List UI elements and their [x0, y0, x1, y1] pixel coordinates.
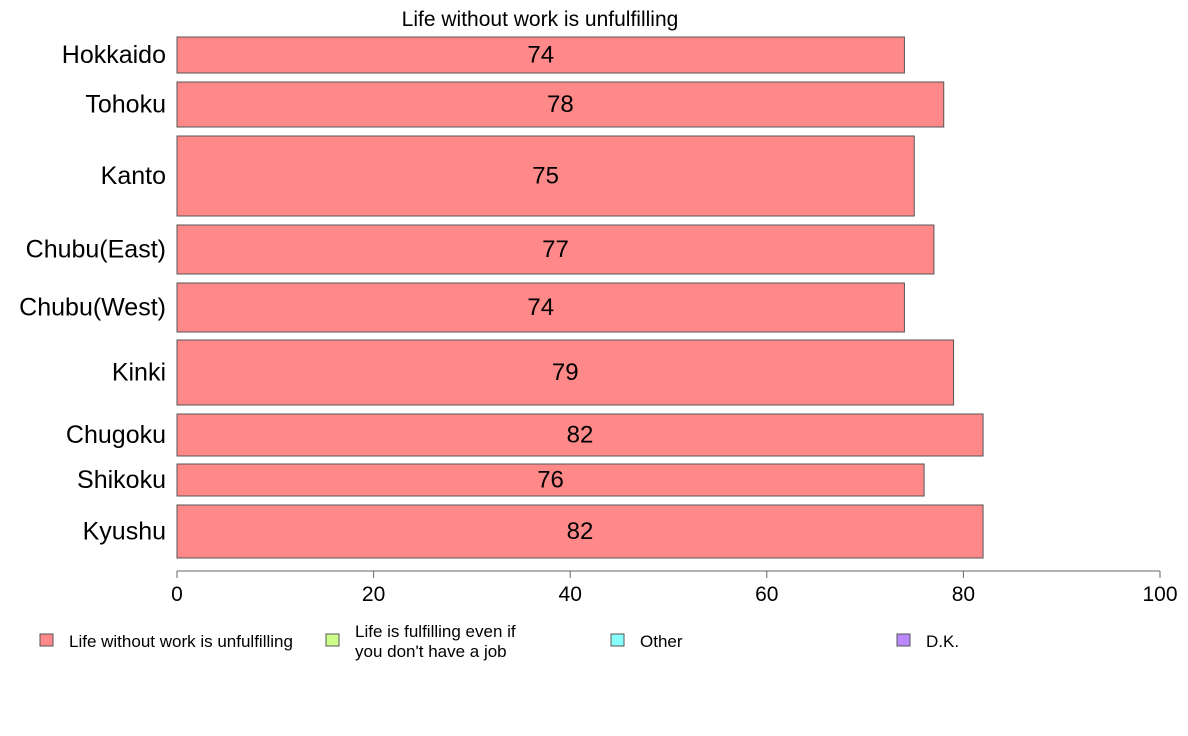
x-tick-label-40: 40 — [559, 583, 582, 606]
legend-swatch-2 — [325, 633, 340, 647]
bar-kanto — [176, 135, 915, 217]
legend-label-3: Other — [640, 632, 683, 651]
category-label-tohoku: Tohoku — [85, 91, 166, 119]
x-axis: 0 20 40 60 80 100 — [171, 570, 1178, 606]
category-label-chubu-east: Chubu(East) — [26, 236, 166, 264]
category-label-chugoku: Chugoku — [66, 421, 166, 449]
bar-hokkaido — [176, 36, 905, 74]
bar-chugoku — [176, 413, 984, 457]
value-label-hokkaido: 74 — [527, 42, 554, 69]
legend: Life without work is unfulfilling Life is… — [39, 622, 959, 661]
bar-kyushu — [176, 504, 984, 559]
legend-label-1: Life without work is unfulfilling — [69, 632, 293, 651]
legend-label-2-line-1: Life is fulfilling even if — [355, 622, 516, 641]
value-label-kyushu: 82 — [567, 518, 594, 545]
x-tick-label-0: 0 — [171, 583, 183, 606]
bar-shikoku — [176, 463, 925, 497]
value-label-shikoku: 76 — [537, 467, 564, 494]
legend-swatch-1 — [39, 633, 54, 647]
x-tick-label-60: 60 — [755, 583, 778, 606]
legend-swatch-4 — [896, 633, 911, 647]
bar-chubu-west — [176, 282, 905, 333]
category-label-hokkaido: Hokkaido — [62, 41, 166, 69]
bars-layer: 74 Hokkaido 78 Tohoku 75 Kanto 77 Chubu(East) 74… — [19, 36, 984, 559]
category-label-kyushu: Kyushu — [83, 518, 166, 546]
value-label-chubu-east: 77 — [542, 236, 569, 263]
category-label-chubu-west: Chubu(West) — [19, 294, 166, 322]
chart-title: Life without work is unfulfilling — [402, 8, 679, 31]
category-label-kanto: Kanto — [101, 162, 166, 190]
bar-tohoku — [176, 81, 945, 128]
value-label-kinki: 79 — [552, 359, 579, 386]
category-label-kinki: Kinki — [112, 359, 166, 387]
category-label-shikoku: Shikoku — [77, 466, 166, 494]
legend-label-4: D.K. — [926, 632, 959, 651]
value-label-chugoku: 82 — [567, 422, 594, 449]
legend-swatch-3 — [610, 633, 625, 647]
x-tick-label-80: 80 — [952, 583, 975, 606]
value-label-chubu-west: 74 — [527, 294, 554, 321]
value-label-tohoku: 78 — [547, 91, 574, 118]
value-label-kanto: 75 — [532, 163, 559, 190]
bar-kinki — [176, 339, 955, 406]
x-tick-label-20: 20 — [362, 583, 385, 606]
legend-label-2-line-2: you don't have a job — [355, 642, 507, 661]
x-tick-label-100: 100 — [1142, 583, 1177, 606]
bar-chubu-east — [176, 224, 935, 275]
